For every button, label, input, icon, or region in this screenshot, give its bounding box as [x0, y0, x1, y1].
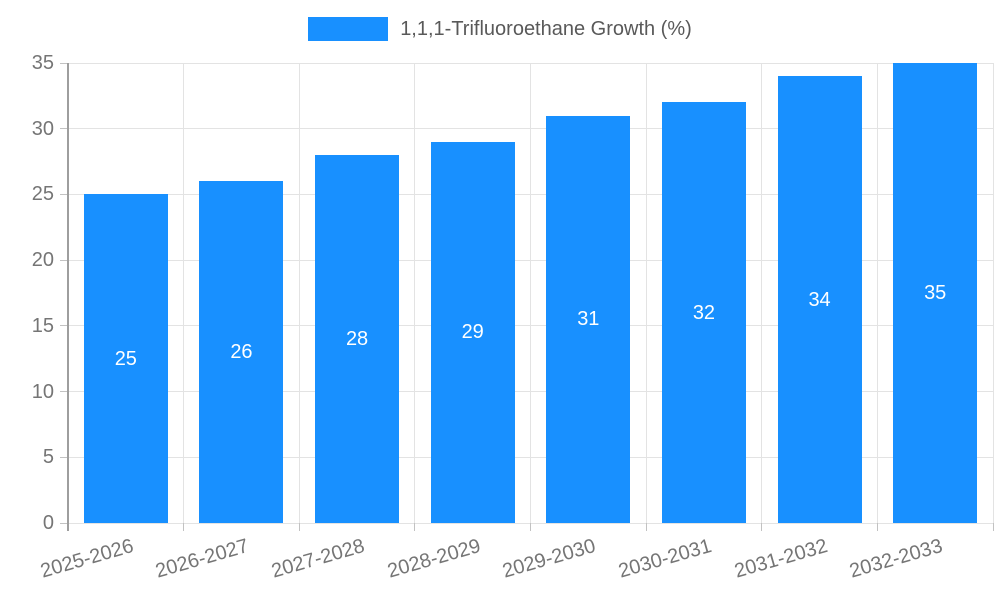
legend-swatch [308, 17, 389, 41]
x-gridline [876, 63, 878, 523]
bar[interactable] [661, 102, 746, 523]
y-tick-mark [60, 522, 68, 524]
y-tick-mark [60, 325, 68, 327]
bar[interactable] [199, 181, 284, 523]
y-tick-label: 30 [31, 117, 54, 140]
legend-item[interactable]: 1,1,1-Trifluoroethane Growth (%) [0, 17, 1000, 41]
y-tick-mark [60, 193, 68, 195]
x-gridline [414, 63, 416, 523]
x-gridline [298, 63, 300, 523]
x-gridline [530, 63, 531, 523]
y-axis-line [67, 63, 69, 531]
y-tick-mark [60, 391, 68, 393]
legend-label: 1,1,1-Trifluoroethane Growth (%) [400, 17, 692, 40]
y-tick-mark [60, 259, 68, 261]
y-tick-mark [60, 128, 68, 130]
y-tick-label: 0 [42, 512, 54, 534]
y-tick-label: 20 [31, 249, 54, 272]
x-tick-mark [876, 523, 878, 531]
y-tick-label: 10 [31, 380, 54, 403]
y-tick-label: 35 [31, 52, 54, 74]
y-tick-mark [60, 62, 68, 64]
x-gridline [183, 63, 185, 523]
bar[interactable] [893, 63, 978, 523]
bar[interactable] [83, 194, 168, 523]
x-tick-mark [530, 523, 531, 531]
x-tick-mark [414, 523, 416, 531]
x-tick-mark [761, 523, 763, 531]
bar[interactable] [546, 115, 631, 523]
x-tick-mark [298, 523, 300, 531]
y-tick-label: 15 [31, 314, 54, 337]
bar[interactable] [430, 141, 515, 523]
y-tick-label: 25 [31, 183, 54, 206]
x-gridline [761, 63, 763, 523]
x-tick-mark [645, 523, 647, 531]
y-tick-label: 5 [42, 446, 54, 469]
bar[interactable] [315, 155, 400, 523]
x-tick-mark [183, 523, 185, 531]
bar[interactable] [777, 76, 862, 523]
x-gridline [992, 63, 994, 523]
x-tick-mark [992, 523, 994, 531]
y-tick-mark [60, 456, 68, 458]
x-gridline [645, 63, 647, 523]
